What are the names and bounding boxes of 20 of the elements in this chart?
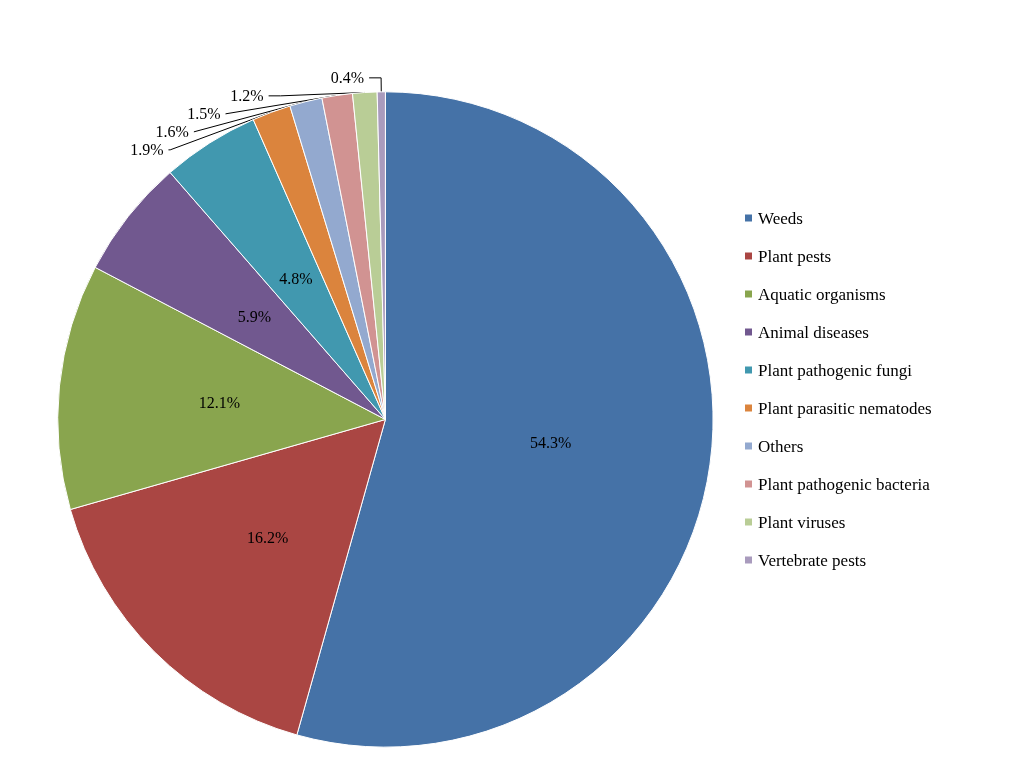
data-label: 54.3% xyxy=(530,433,572,451)
data-label: 1.9% xyxy=(130,141,164,159)
data-label: 1.5% xyxy=(187,105,221,123)
legend-label: Plant pests xyxy=(758,246,832,266)
legend-label: Aquatic organisms xyxy=(758,284,886,304)
data-label: 0.4% xyxy=(330,69,365,87)
legend-label: Plant viruses xyxy=(758,512,846,532)
legend-label: Plant parasitic nematodes xyxy=(758,398,932,418)
data-label: 5.9% xyxy=(237,307,272,325)
legend-label: Weeds xyxy=(758,208,803,228)
legend-label: Vertebrate pests xyxy=(758,550,867,570)
data-label: 4.8% xyxy=(279,270,313,288)
data-label: 12.1% xyxy=(198,393,241,411)
legend-label: Animal diseases xyxy=(758,322,869,342)
legend-label: Plant pathogenic bacteria xyxy=(758,474,931,494)
data-label: 16.2% xyxy=(247,529,289,547)
legend-label: Others xyxy=(758,436,804,456)
legend-label: Plant pathogenic fungi xyxy=(758,360,913,380)
data-label: 1.6% xyxy=(155,123,189,141)
data-label: 1.2% xyxy=(230,87,264,105)
